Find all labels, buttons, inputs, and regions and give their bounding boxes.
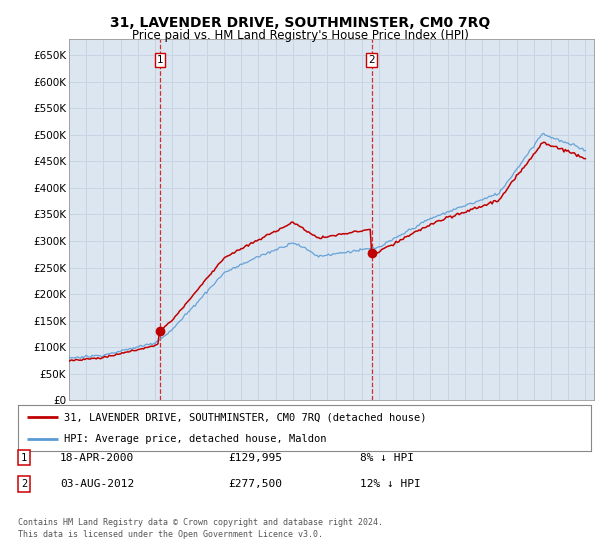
Text: Price paid vs. HM Land Registry's House Price Index (HPI): Price paid vs. HM Land Registry's House …: [131, 29, 469, 42]
Text: £129,995: £129,995: [228, 452, 282, 463]
Text: 2: 2: [21, 479, 27, 489]
Text: 1: 1: [21, 452, 27, 463]
Text: 1: 1: [157, 55, 163, 65]
Text: 12% ↓ HPI: 12% ↓ HPI: [360, 479, 421, 489]
Text: 31, LAVENDER DRIVE, SOUTHMINSTER, CM0 7RQ (detached house): 31, LAVENDER DRIVE, SOUTHMINSTER, CM0 7R…: [64, 412, 427, 422]
Text: 8% ↓ HPI: 8% ↓ HPI: [360, 452, 414, 463]
Text: £277,500: £277,500: [228, 479, 282, 489]
Text: HPI: Average price, detached house, Maldon: HPI: Average price, detached house, Mald…: [64, 435, 326, 444]
Text: Contains HM Land Registry data © Crown copyright and database right 2024.
This d: Contains HM Land Registry data © Crown c…: [18, 518, 383, 539]
Text: 18-APR-2000: 18-APR-2000: [60, 452, 134, 463]
Text: 31, LAVENDER DRIVE, SOUTHMINSTER, CM0 7RQ: 31, LAVENDER DRIVE, SOUTHMINSTER, CM0 7R…: [110, 16, 490, 30]
Text: 03-AUG-2012: 03-AUG-2012: [60, 479, 134, 489]
Text: 2: 2: [368, 55, 375, 65]
